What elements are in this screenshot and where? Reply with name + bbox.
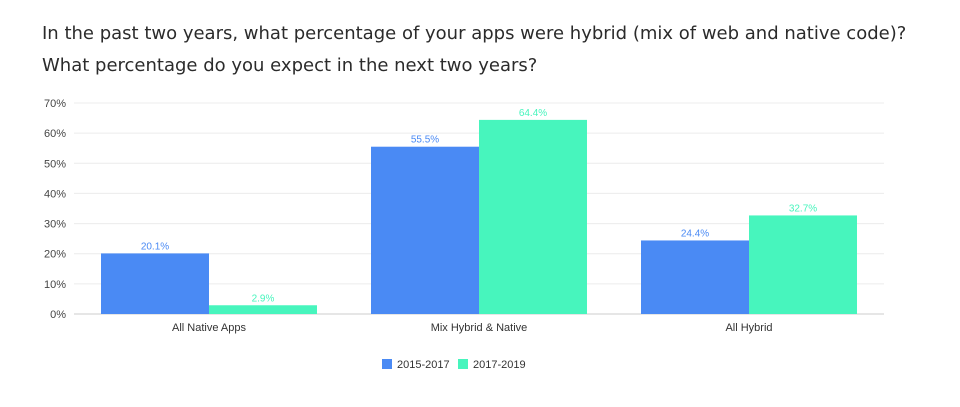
y-tick-label: 0% (50, 309, 66, 321)
bar-value-label: 64.4% (519, 108, 547, 119)
bar-value-label: 24.4% (681, 228, 709, 239)
chart-title-line-2: What percentage do you expect in the nex… (42, 55, 538, 76)
x-tick-label: All Native Apps (172, 322, 246, 334)
bar (371, 146, 479, 314)
y-tick-label: 50% (44, 158, 66, 170)
x-tick-label: Mix Hybrid & Native (431, 322, 528, 334)
y-tick-label: 70% (44, 98, 66, 110)
y-tick-label: 60% (44, 128, 66, 140)
bar-value-label: 20.1% (141, 241, 169, 252)
y-tick-label: 10% (44, 279, 66, 291)
y-tick-label: 20% (44, 249, 66, 261)
bar-value-label: 32.7% (789, 203, 817, 214)
bar (479, 119, 587, 314)
x-tick-label: All Hybrid (725, 322, 772, 334)
y-tick-label: 30% (44, 219, 66, 231)
chart-title-line-1: In the past two years, what percentage o… (42, 23, 907, 44)
chart-title: In the past two years, what percentage o… (42, 18, 942, 82)
bar (101, 253, 209, 314)
legend-label: 2017-2019 (473, 359, 526, 371)
bar-value-label: 2.9% (252, 293, 275, 304)
legend-swatch (458, 359, 468, 369)
bar-value-label: 55.5% (411, 135, 439, 146)
y-tick-label: 40% (44, 188, 66, 200)
legend-label: 2015-2017 (397, 359, 450, 371)
legend-swatch (382, 359, 392, 369)
bar (209, 305, 317, 314)
bar (749, 215, 857, 314)
bar (641, 240, 749, 314)
